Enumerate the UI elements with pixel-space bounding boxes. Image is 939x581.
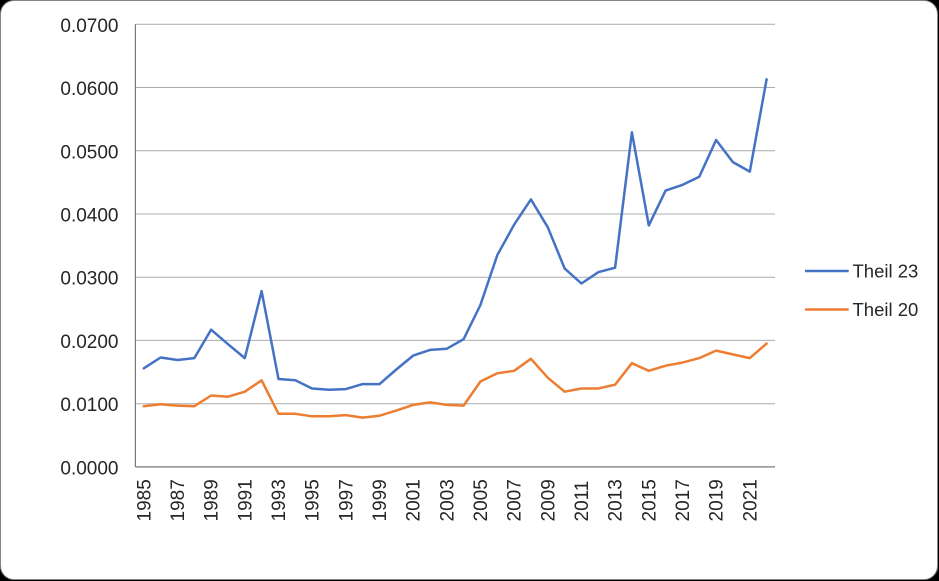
- svg-text:1997: 1997: [336, 479, 357, 521]
- svg-text:2003: 2003: [437, 479, 458, 521]
- svg-text:2005: 2005: [471, 479, 492, 521]
- svg-text:0.0600: 0.0600: [60, 79, 118, 100]
- svg-text:1995: 1995: [303, 479, 324, 521]
- svg-text:0.0400: 0.0400: [60, 206, 118, 227]
- svg-text:1991: 1991: [235, 479, 256, 521]
- svg-text:2017: 2017: [673, 479, 694, 521]
- svg-text:2007: 2007: [505, 479, 526, 521]
- svg-text:1999: 1999: [370, 479, 391, 521]
- svg-text:2011: 2011: [572, 481, 593, 522]
- svg-text:0.0100: 0.0100: [60, 395, 118, 416]
- svg-text:1987: 1987: [168, 479, 189, 521]
- svg-text:0.0700: 0.0700: [60, 16, 118, 37]
- svg-text:Theil 20: Theil 20: [853, 299, 919, 320]
- svg-text:1993: 1993: [269, 479, 290, 521]
- svg-text:0.0000: 0.0000: [60, 458, 118, 479]
- svg-text:1989: 1989: [202, 479, 223, 521]
- svg-text:2009: 2009: [538, 479, 559, 521]
- svg-text:2013: 2013: [606, 479, 627, 521]
- svg-text:2015: 2015: [639, 479, 660, 521]
- svg-text:0.0500: 0.0500: [60, 142, 118, 163]
- svg-text:0.0300: 0.0300: [60, 269, 118, 290]
- svg-text:0.0200: 0.0200: [60, 332, 118, 353]
- svg-text:2021: 2021: [740, 479, 761, 521]
- svg-text:1985: 1985: [134, 479, 155, 521]
- svg-text:2019: 2019: [707, 479, 728, 521]
- svg-text:Theil 23: Theil 23: [853, 261, 919, 282]
- svg-text:2001: 2001: [404, 479, 425, 521]
